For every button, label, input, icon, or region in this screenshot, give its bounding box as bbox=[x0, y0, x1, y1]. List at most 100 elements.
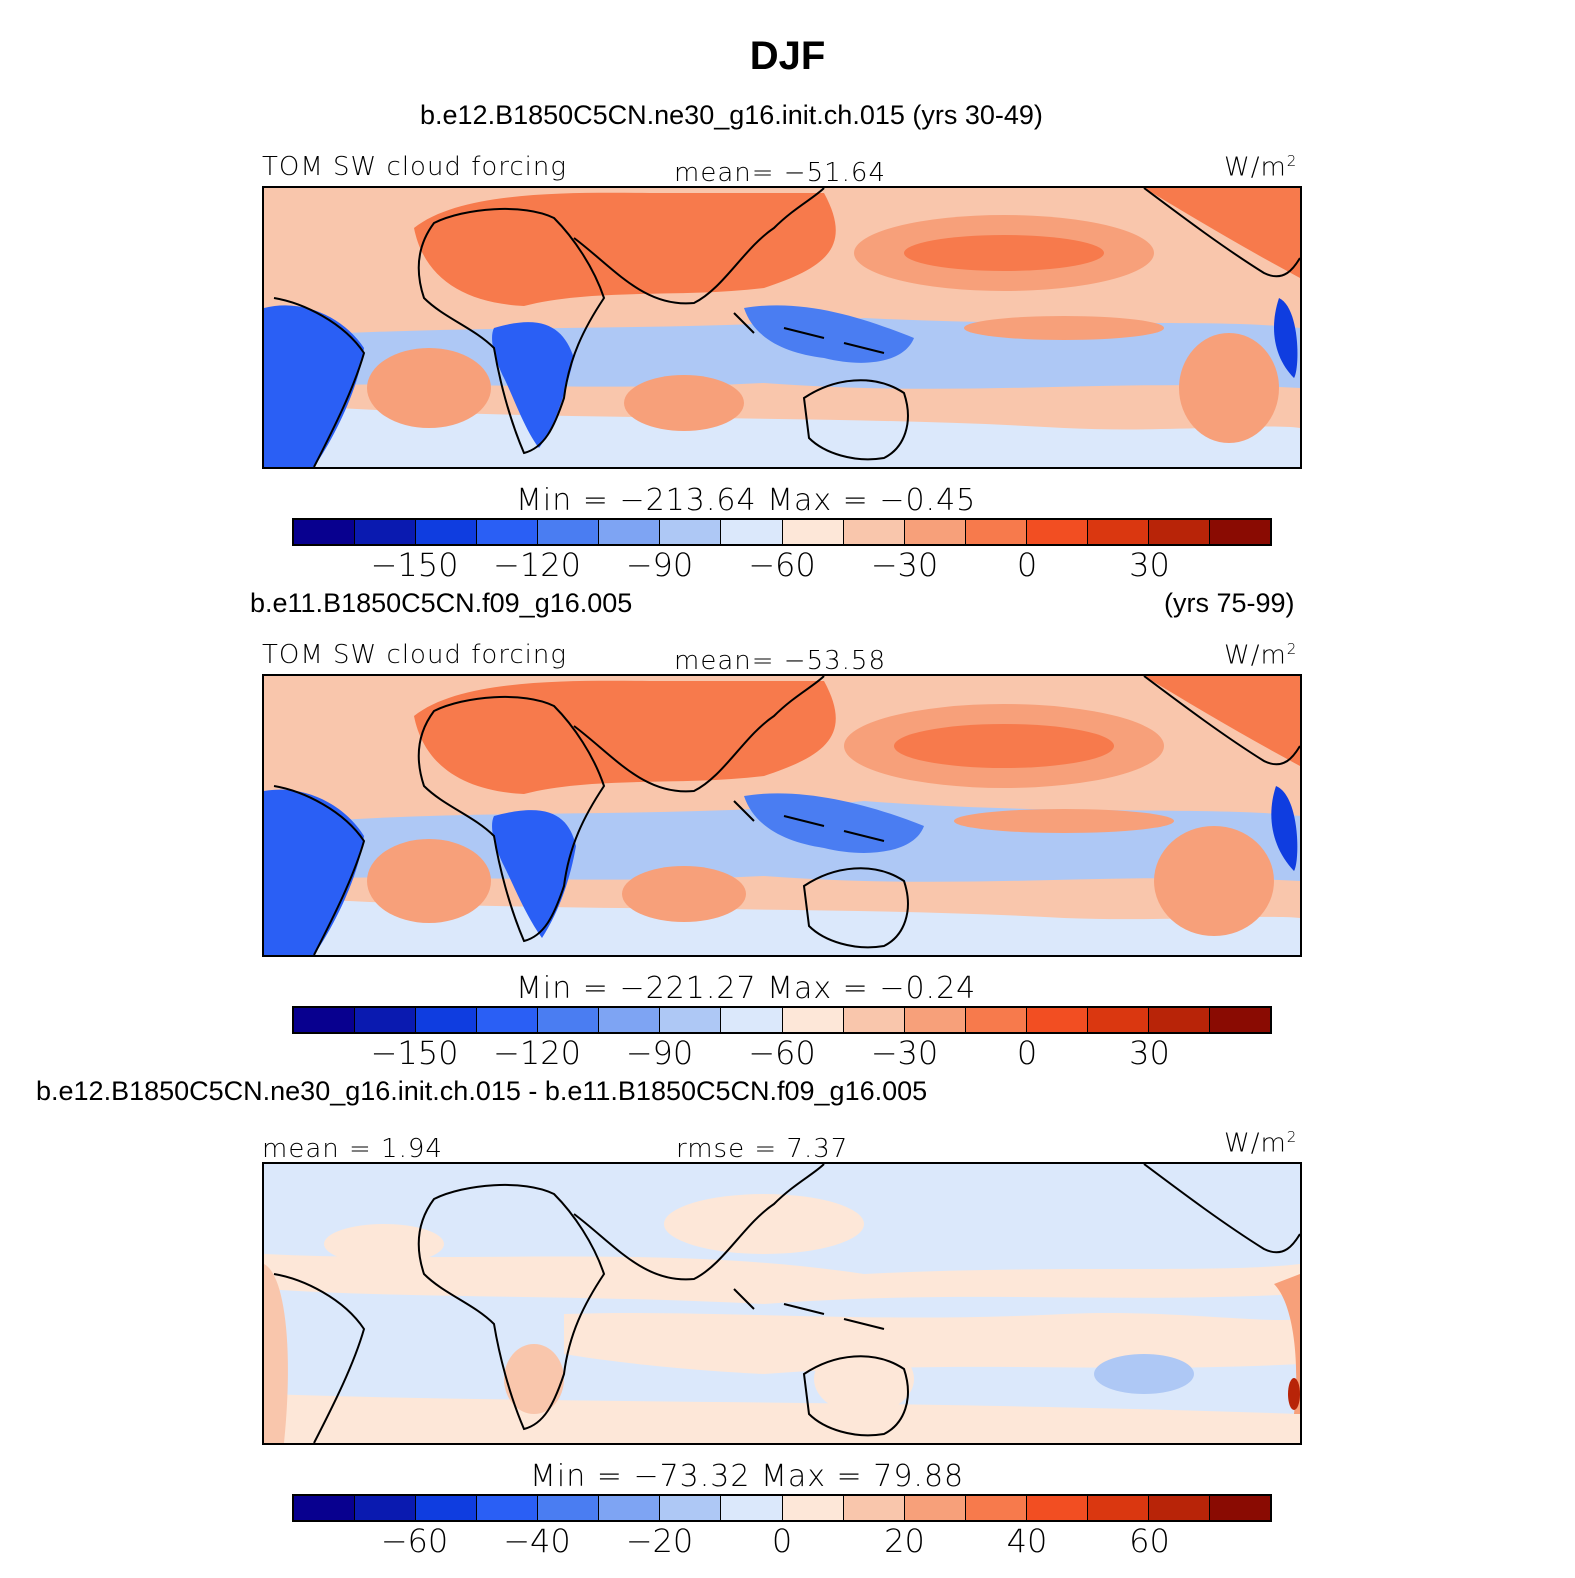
central-africa-cool bbox=[492, 810, 576, 938]
panel1-min-max: Min = −213.64 Max = −0.45 bbox=[516, 483, 977, 518]
colorbar-tick-label: 30 bbox=[1129, 1034, 1170, 1072]
colorbar-swatch bbox=[1209, 1008, 1270, 1032]
colorbar-swatch bbox=[904, 1008, 966, 1032]
colorbar-swatch bbox=[538, 1008, 600, 1032]
colorbar-swatch bbox=[965, 1496, 1027, 1520]
asia-coastline bbox=[573, 676, 825, 793]
colorbar-tick-label: 20 bbox=[884, 1522, 925, 1560]
panel1-mean-label: mean= −51.64 bbox=[674, 158, 887, 188]
colorbar-swatch bbox=[599, 1496, 661, 1520]
panel2-mean-label: mean= −53.58 bbox=[674, 646, 887, 676]
colorbar-tick-label: 0 bbox=[1016, 546, 1038, 584]
figure-title: DJF bbox=[749, 34, 826, 78]
colorbar-swatch bbox=[1209, 520, 1270, 544]
colorbar-tick-label: −120 bbox=[493, 1034, 581, 1072]
colorbar-swatch bbox=[660, 520, 722, 544]
southern-warm-band bbox=[564, 1312, 1300, 1374]
colorbar-swatch bbox=[1026, 520, 1088, 544]
panel2-min-max: Min = −221.27 Max = −0.24 bbox=[516, 971, 977, 1006]
south-america-cool bbox=[264, 789, 364, 955]
asia-coastline bbox=[573, 1164, 825, 1281]
north-america-coastline bbox=[1143, 676, 1300, 766]
south-america-coastline bbox=[273, 785, 366, 955]
panel2-map bbox=[262, 674, 1302, 957]
panel2-case-title: b.e11.B1850C5CN.f09_g16.005 bbox=[250, 588, 633, 618]
south-america-coastline bbox=[273, 297, 366, 467]
colorbar-tick-label: −60 bbox=[380, 1522, 449, 1560]
colorbar-swatch bbox=[965, 520, 1027, 544]
colorbar-swatch bbox=[660, 1008, 722, 1032]
colorbar-swatch bbox=[1148, 1008, 1210, 1032]
panel2-colorbar bbox=[292, 1006, 1272, 1034]
panel1-case-title: b.e12.B1850C5CN.ne30_g16.init.ch.015 (yr… bbox=[420, 100, 1043, 130]
colorbar-swatch bbox=[1148, 1496, 1210, 1520]
colorbar-swatch bbox=[416, 520, 478, 544]
colorbar-swatch bbox=[294, 1496, 356, 1520]
colorbar-tick-label: −60 bbox=[748, 546, 816, 584]
colorbar-swatch bbox=[355, 520, 417, 544]
colorbar-tick-label: −150 bbox=[370, 1034, 459, 1072]
colorbar-swatch bbox=[1026, 1008, 1088, 1032]
panel3-units-label: W/m2 bbox=[1224, 1128, 1298, 1159]
colorbar-tick-label: −90 bbox=[625, 1034, 694, 1072]
colorbar-swatch bbox=[721, 520, 783, 544]
colorbar-swatch bbox=[721, 1496, 783, 1520]
colorbar-tick-label: −120 bbox=[493, 546, 581, 584]
asia-coastline bbox=[573, 188, 825, 305]
panel3-mean-label: mean = 1.94 bbox=[262, 1134, 443, 1164]
maritime-continent-cool bbox=[744, 793, 924, 853]
colorbar-swatch bbox=[294, 1008, 356, 1032]
panel2-units-label: W/m2 bbox=[1224, 640, 1298, 671]
southern-africa-warm bbox=[504, 1344, 564, 1414]
colorbar-swatch bbox=[721, 1008, 783, 1032]
colorbar-swatch bbox=[904, 1496, 966, 1520]
panel2-variable-label: TOM SW cloud forcing bbox=[262, 640, 567, 670]
colorbar-swatch bbox=[843, 1496, 905, 1520]
colorbar-tick-label: 40 bbox=[1006, 1522, 1048, 1560]
colorbar-swatch bbox=[782, 1496, 844, 1520]
colorbar-swatch bbox=[355, 1008, 417, 1032]
colorbar-swatch bbox=[660, 1496, 722, 1520]
colorbar-swatch bbox=[355, 1496, 417, 1520]
panel3-rmse-label: rmse = 7.37 bbox=[676, 1134, 849, 1164]
north-america-coastline bbox=[1143, 1164, 1300, 1254]
panel1-variable-label: TOM SW cloud forcing bbox=[262, 152, 567, 182]
colorbar-swatch bbox=[1087, 520, 1149, 544]
colorbar-swatch bbox=[1026, 1496, 1088, 1520]
colorbar-swatch bbox=[294, 520, 356, 544]
colorbar-swatch bbox=[599, 520, 661, 544]
maritime-islands bbox=[733, 800, 885, 842]
colorbar-tick-label: −60 bbox=[748, 1034, 816, 1072]
africa-coastline bbox=[417, 695, 606, 943]
colorbar-swatch bbox=[538, 520, 600, 544]
africa-asia-warm bbox=[414, 680, 836, 794]
colorbar-tick-label: 0 bbox=[1016, 1034, 1038, 1072]
maritime-continent-cool bbox=[744, 305, 914, 363]
panel3-min-max: Min = −73.32 Max = 79.88 bbox=[530, 1459, 965, 1494]
panel1-units-label: W/m2 bbox=[1224, 152, 1298, 183]
colorbar-swatch bbox=[904, 520, 966, 544]
colorbar-swatch bbox=[416, 1496, 478, 1520]
colorbar-tick-label: −30 bbox=[870, 1034, 939, 1072]
africa-coastline bbox=[417, 1183, 606, 1431]
africa-asia-warm bbox=[414, 192, 836, 306]
panel3-colorbar bbox=[292, 1494, 1272, 1522]
maritime-islands bbox=[733, 1288, 885, 1330]
colorbar-swatch bbox=[416, 1008, 478, 1032]
colorbar-swatch bbox=[1148, 520, 1210, 544]
australia-coastline bbox=[802, 1355, 909, 1437]
colorbar-swatch bbox=[1087, 1008, 1149, 1032]
north-america-coastline bbox=[1143, 188, 1300, 278]
colorbar-swatch bbox=[782, 1008, 844, 1032]
maritime-islands bbox=[733, 312, 885, 354]
colorbar-tick-label: −40 bbox=[503, 1522, 571, 1560]
colorbar-swatch bbox=[477, 1008, 539, 1032]
colorbar-tick-label: 0 bbox=[771, 1522, 793, 1560]
australia-coastline bbox=[802, 379, 909, 461]
colorbar-swatch bbox=[1087, 1496, 1149, 1520]
colorbar-swatch bbox=[782, 520, 844, 544]
panel1-colorbar bbox=[292, 518, 1272, 546]
colorbar-swatch bbox=[477, 1496, 539, 1520]
colorbar-tick-label: −150 bbox=[370, 546, 459, 584]
colorbar-swatch bbox=[1209, 1496, 1270, 1520]
